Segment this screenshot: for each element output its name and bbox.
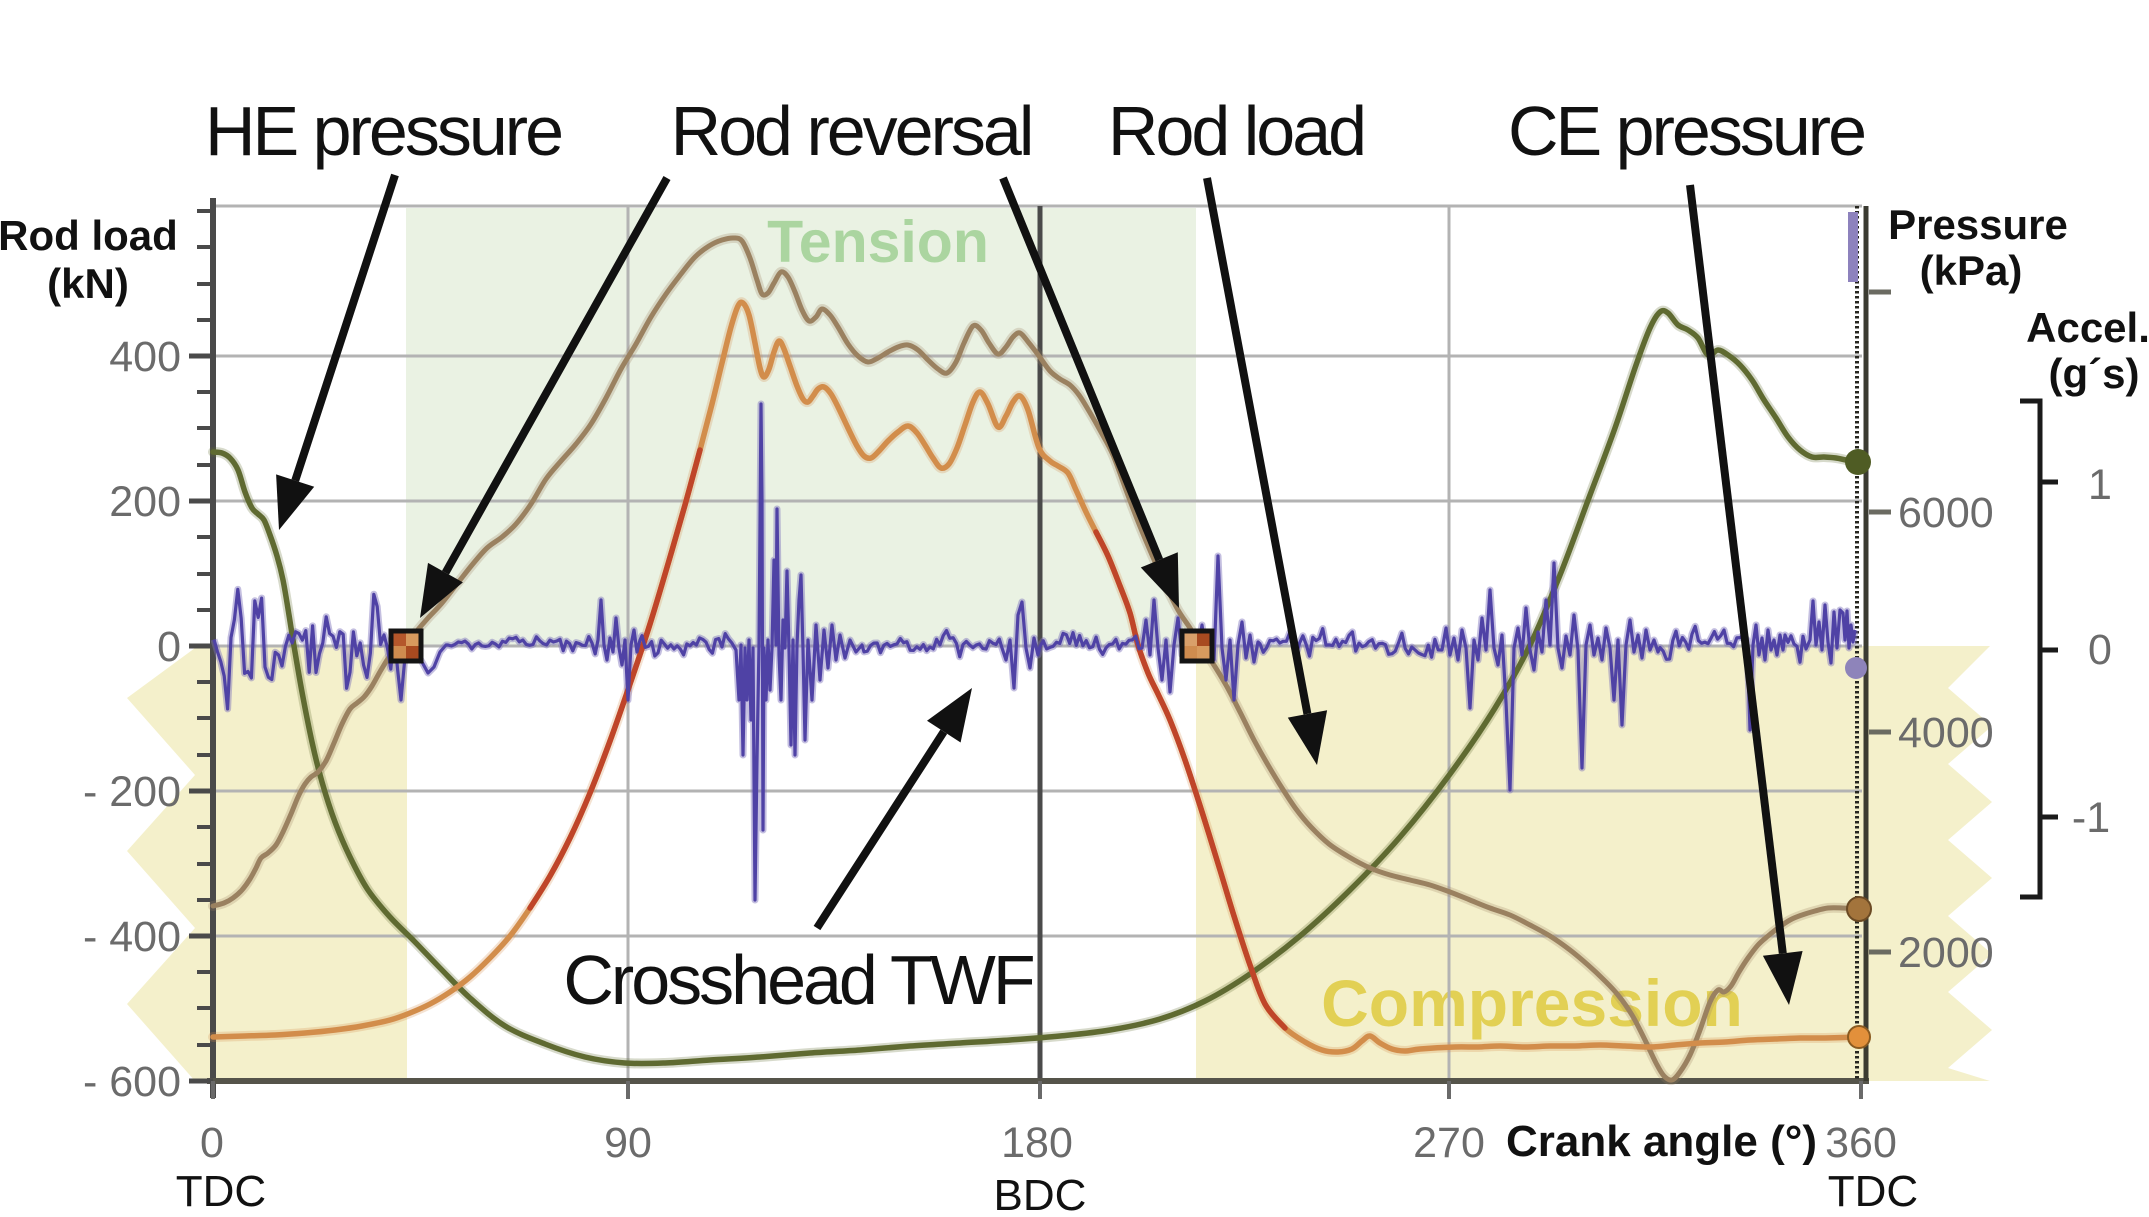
svg-text:Rod load: Rod load (1108, 92, 1364, 170)
svg-text:Crank angle (°): Crank angle (°) (1506, 1117, 1817, 1166)
svg-text:-1: -1 (2072, 794, 2110, 842)
svg-text:(kPa): (kPa) (1920, 247, 2023, 294)
svg-text:1: 1 (2088, 461, 2112, 509)
svg-text:Rod load: Rod load (0, 212, 178, 259)
svg-text:180: 180 (1001, 1119, 1073, 1167)
svg-text:BDC: BDC (994, 1171, 1087, 1212)
svg-text:0: 0 (2088, 626, 2112, 674)
svg-text:CE pressure: CE pressure (1508, 92, 1864, 170)
svg-text:TDC: TDC (1828, 1167, 1918, 1212)
svg-text:2000: 2000 (1898, 929, 1994, 977)
svg-text:- 400: - 400 (83, 913, 181, 961)
svg-text:90: 90 (604, 1119, 652, 1167)
svg-text:Rod reversal: Rod reversal (671, 92, 1032, 170)
svg-text:400: 400 (109, 333, 181, 381)
svg-text:Pressure: Pressure (1888, 201, 2068, 248)
svg-text:Accel.: Accel. (2026, 304, 2149, 351)
svg-text:Tension: Tension (767, 209, 989, 275)
svg-text:HE pressure: HE pressure (205, 92, 561, 170)
svg-text:- 200: - 200 (83, 768, 181, 816)
svg-text:6000: 6000 (1898, 489, 1994, 537)
svg-text:(kN): (kN) (47, 260, 129, 307)
svg-text:0: 0 (157, 623, 181, 671)
svg-text:- 600: - 600 (83, 1058, 181, 1106)
svg-text:360: 360 (1825, 1119, 1897, 1167)
svg-text:Crosshead TWF: Crosshead TWF (563, 941, 1033, 1019)
svg-text:270: 270 (1413, 1119, 1485, 1167)
svg-text:Compression: Compression (1321, 966, 1743, 1040)
svg-text:4000: 4000 (1898, 709, 1994, 757)
svg-text:TDC: TDC (176, 1167, 266, 1212)
svg-text:0: 0 (200, 1119, 224, 1167)
svg-text:(g´s): (g´s) (2049, 350, 2140, 397)
svg-text:200: 200 (109, 478, 181, 526)
